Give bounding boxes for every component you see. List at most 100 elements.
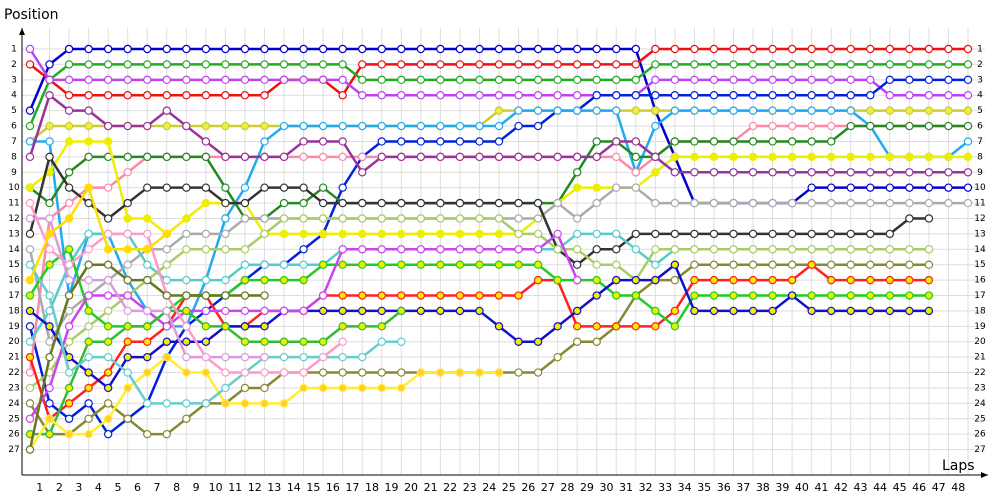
lap-marker bbox=[182, 44, 191, 54]
lap-marker bbox=[299, 337, 308, 346]
lap-marker bbox=[572, 60, 582, 69]
lap-marker bbox=[475, 260, 484, 269]
lap-marker bbox=[299, 229, 308, 239]
x-tick-label: 14 bbox=[287, 481, 301, 494]
lap-marker bbox=[651, 75, 660, 85]
lap-marker bbox=[729, 229, 738, 239]
lap-marker bbox=[358, 214, 367, 223]
lap-marker bbox=[25, 383, 35, 393]
lap-marker bbox=[592, 183, 601, 192]
lap-marker bbox=[533, 229, 543, 239]
lap-marker bbox=[963, 198, 973, 208]
lap-marker bbox=[748, 44, 758, 54]
lap-marker bbox=[729, 137, 738, 146]
y-tick-label: 25 bbox=[8, 414, 19, 424]
lap-marker bbox=[377, 214, 386, 223]
lap-marker bbox=[240, 60, 250, 69]
lap-marker bbox=[592, 245, 601, 254]
lap-marker bbox=[338, 260, 347, 269]
lap-marker bbox=[729, 260, 738, 269]
lap-marker bbox=[963, 106, 973, 115]
lap-marker bbox=[358, 60, 367, 69]
lap-marker bbox=[397, 198, 406, 208]
lap-marker bbox=[338, 183, 347, 192]
lap-marker bbox=[377, 229, 386, 239]
lap-marker bbox=[651, 245, 660, 254]
lap-marker bbox=[182, 91, 191, 100]
lap-marker bbox=[221, 60, 230, 69]
lap-marker bbox=[768, 60, 777, 69]
lap-marker bbox=[338, 337, 347, 346]
lap-marker bbox=[612, 75, 621, 85]
lap-marker bbox=[299, 306, 308, 316]
lap-marker bbox=[905, 245, 914, 254]
lap-marker bbox=[631, 245, 640, 254]
lap-marker bbox=[103, 352, 113, 362]
lap-marker bbox=[807, 168, 816, 177]
lap-marker bbox=[866, 75, 875, 85]
lap-marker bbox=[866, 106, 875, 115]
lap-marker bbox=[103, 91, 113, 100]
lap-marker bbox=[240, 183, 250, 192]
lap-marker bbox=[494, 214, 504, 223]
lap-marker bbox=[377, 368, 386, 377]
lap-marker bbox=[260, 291, 269, 300]
lap-marker bbox=[905, 260, 914, 269]
lap-marker bbox=[455, 121, 465, 131]
lap-marker bbox=[162, 75, 171, 85]
lap-marker bbox=[533, 214, 543, 223]
lap-marker bbox=[787, 229, 797, 239]
lap-marker bbox=[905, 106, 914, 115]
lap-marker bbox=[768, 168, 777, 177]
lap-marker bbox=[143, 337, 152, 346]
lap-marker bbox=[221, 75, 230, 85]
lap-marker bbox=[475, 368, 484, 377]
lap-marker bbox=[612, 106, 621, 115]
lap-marker bbox=[84, 291, 93, 300]
lap-marker bbox=[299, 75, 308, 85]
lap-marker bbox=[358, 352, 367, 362]
lap-marker bbox=[690, 60, 699, 69]
lap-marker bbox=[553, 44, 562, 54]
lap-marker bbox=[182, 75, 191, 85]
lap-marker bbox=[221, 383, 230, 393]
lap-marker bbox=[807, 183, 816, 192]
lap-marker bbox=[260, 183, 269, 192]
lap-marker bbox=[514, 106, 523, 115]
lap-marker bbox=[240, 245, 250, 254]
lap-marker bbox=[729, 44, 738, 54]
lap-marker bbox=[827, 137, 836, 146]
lap-marker bbox=[670, 260, 680, 269]
y-tick-label-right: 1 bbox=[977, 45, 983, 55]
lap-marker bbox=[260, 322, 269, 331]
lap-marker bbox=[377, 91, 386, 100]
lap-marker bbox=[787, 245, 797, 254]
lap-marker bbox=[866, 245, 875, 254]
lap-marker bbox=[494, 260, 504, 269]
x-tick-label: 35 bbox=[697, 481, 711, 494]
lap-marker bbox=[416, 291, 426, 300]
lap-marker bbox=[631, 44, 640, 54]
lap-marker bbox=[143, 352, 152, 362]
lap-marker bbox=[84, 152, 93, 162]
lap-marker bbox=[260, 275, 269, 285]
lap-marker bbox=[866, 60, 875, 69]
lap-marker bbox=[25, 291, 35, 300]
lap-marker bbox=[318, 368, 328, 377]
lap-marker bbox=[651, 121, 660, 131]
lap-marker bbox=[924, 91, 934, 100]
lap-marker bbox=[123, 368, 132, 377]
lap-marker bbox=[64, 137, 74, 146]
x-tick-label: 12 bbox=[248, 481, 262, 494]
lap-marker bbox=[279, 183, 289, 192]
lap-marker bbox=[25, 399, 35, 408]
lap-marker bbox=[123, 75, 132, 85]
lap-marker bbox=[201, 245, 211, 254]
lap-marker bbox=[514, 214, 523, 223]
lap-marker bbox=[768, 275, 777, 285]
lap-marker bbox=[827, 60, 836, 69]
lap-marker bbox=[103, 368, 113, 377]
y-tick-label-right: 15 bbox=[974, 260, 985, 270]
lap-marker bbox=[846, 60, 855, 69]
lap-marker bbox=[201, 121, 211, 131]
